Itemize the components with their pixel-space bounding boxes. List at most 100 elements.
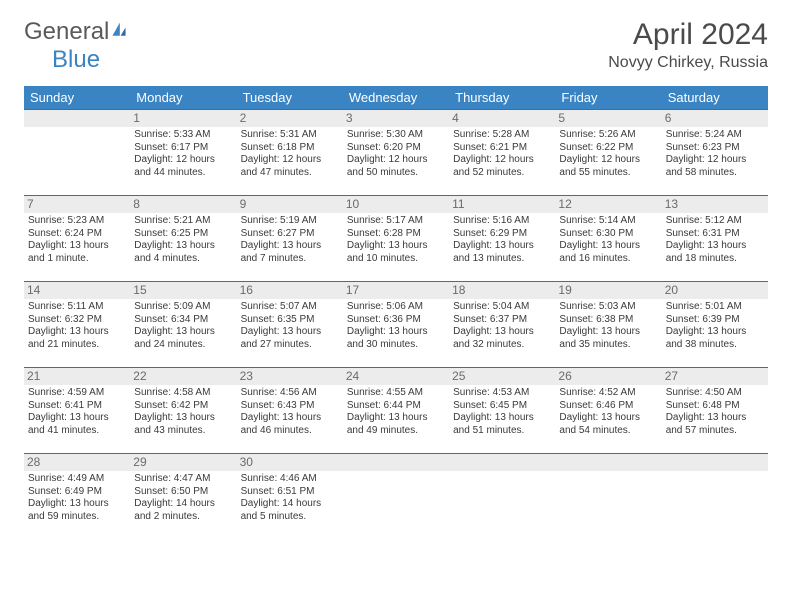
day-number: 14: [24, 282, 130, 299]
day-info: Sunrise: 4:52 AMSunset: 6:46 PMDaylight:…: [559, 387, 657, 437]
day-info-line: Daylight: 13 hours: [559, 412, 657, 425]
day-info-line: Sunrise: 4:49 AM: [28, 473, 126, 486]
day-info-line: Sunrise: 4:56 AM: [241, 387, 339, 400]
day-info: Sunrise: 5:09 AMSunset: 6:34 PMDaylight:…: [134, 301, 232, 351]
day-info-line: Sunrise: 5:11 AM: [28, 301, 126, 314]
calendar-day-cell: 25Sunrise: 4:53 AMSunset: 6:45 PMDayligh…: [449, 368, 555, 454]
day-info: Sunrise: 5:19 AMSunset: 6:27 PMDaylight:…: [241, 215, 339, 265]
header: GeneralBlue April 2024 Novyy Chirkey, Ru…: [24, 18, 768, 74]
day-number: 15: [130, 282, 236, 299]
day-info-line: Sunset: 6:24 PM: [28, 228, 126, 241]
day-info-line: and 1 minute.: [28, 253, 126, 266]
calendar-header: SundayMondayTuesdayWednesdayThursdayFrid…: [24, 86, 768, 110]
title-block: April 2024 Novyy Chirkey, Russia: [608, 18, 768, 72]
calendar-day-cell: 21 Sunrise: 4:59 AMSunset: 6:41 PMDayligh…: [24, 368, 130, 454]
day-info-line: Sunset: 6:17 PM: [134, 142, 232, 155]
day-info-line: Daylight: 13 hours: [559, 240, 657, 253]
day-info-line: Sunset: 6:32 PM: [28, 314, 126, 327]
day-info: Sunrise: 5:26 AMSunset: 6:22 PMDaylight:…: [559, 129, 657, 179]
day-number: 5: [555, 110, 661, 127]
day-info-line: Daylight: 14 hours: [241, 498, 339, 511]
calendar-day-cell: [449, 454, 555, 540]
calendar-day-cell: 15 Sunrise: 5:09 AMSunset: 6:34 PMDayligh…: [130, 282, 236, 368]
calendar-day-cell: 5 Sunrise: 5:26 AMSunset: 6:22 PMDaylight…: [555, 110, 661, 196]
day-number: 23: [237, 368, 343, 385]
day-info: Sunrise: 4:59 AMSunset: 6:41 PMDaylight:…: [28, 387, 126, 437]
day-number: 17: [343, 282, 449, 299]
calendar-day-cell: 3Sunrise: 5:30 AMSunset: 6:20 PMDaylight…: [343, 110, 449, 196]
day-info-line: Sunrise: 4:50 AM: [666, 387, 764, 400]
day-info-line: and 35 minutes.: [559, 339, 657, 352]
day-info-line: Sunset: 6:20 PM: [347, 142, 445, 155]
day-number: 28: [24, 454, 130, 471]
day-info: Sunrise: 5:04 AMSunset: 6:37 PMDaylight:…: [453, 301, 551, 351]
weekday-header: Friday: [555, 86, 661, 110]
day-info-line: Sunrise: 5:21 AM: [134, 215, 232, 228]
day-info-line: Sunrise: 4:58 AM: [134, 387, 232, 400]
weekday-header: Monday: [130, 86, 236, 110]
day-info-line: Daylight: 13 hours: [241, 240, 339, 253]
day-info-line: Daylight: 12 hours: [453, 154, 551, 167]
day-info-line: and 38 minutes.: [666, 339, 764, 352]
calendar-day-cell: 4Sunrise: 5:28 AMSunset: 6:21 PMDaylight…: [449, 110, 555, 196]
day-info-line: Sunset: 6:21 PM: [453, 142, 551, 155]
day-number: 27: [662, 368, 768, 385]
calendar-week-row: 14 Sunrise: 5:11 AMSunset: 6:32 PM Dayligh…: [24, 282, 768, 368]
day-info: Sunrise: 5:28 AMSunset: 6:21 PMDaylight:…: [453, 129, 551, 179]
day-info-line: Daylight: 13 hours: [28, 240, 126, 253]
day-info-line: Daylight: 13 hours: [28, 412, 126, 425]
day-info-line: Sunrise: 5:01 AM: [666, 301, 764, 314]
day-info-line: Daylight: 13 hours: [241, 412, 339, 425]
day-info: Sunrise: 5:16 AMSunset: 6:29 PMDaylight:…: [453, 215, 551, 265]
day-info-line: and 30 minutes.: [347, 339, 445, 352]
day-info: Sunrise: 5:30 AMSunset: 6:20 PMDaylight:…: [347, 129, 445, 179]
day-number: 21: [24, 368, 130, 385]
day-number: 19: [555, 282, 661, 299]
day-info-line: Sunset: 6:34 PM: [134, 314, 232, 327]
page-title: April 2024: [608, 18, 768, 52]
day-number-empty: [24, 110, 130, 127]
day-info-line: Sunrise: 5:26 AM: [559, 129, 657, 142]
calendar-day-cell: 23 Sunrise: 4:56 AMSunset: 6:43 PMDayligh…: [237, 368, 343, 454]
day-info-line: Sunset: 6:49 PM: [28, 486, 126, 499]
day-info-line: and 44 minutes.: [134, 167, 232, 180]
day-info-line: Sunrise: 5:33 AM: [134, 129, 232, 142]
day-info: Sunrise: 4:55 AMSunset: 6:44 PMDaylight:…: [347, 387, 445, 437]
sail-icon: [109, 18, 129, 46]
day-info-line: Sunrise: 5:17 AM: [347, 215, 445, 228]
day-info-line: Sunrise: 5:23 AM: [28, 215, 126, 228]
day-info-line: Daylight: 13 hours: [453, 412, 551, 425]
day-info: Sunrise: 4:47 AMSunset: 6:50 PMDaylight:…: [134, 473, 232, 523]
day-info-line: Sunset: 6:51 PM: [241, 486, 339, 499]
day-info-line: and 46 minutes.: [241, 425, 339, 438]
day-number: 9: [237, 196, 343, 213]
day-number-empty: [555, 454, 661, 471]
day-info: Sunrise: 5:07 AMSunset: 6:35 PMDaylight:…: [241, 301, 339, 351]
day-info: Sunrise: 4:56 AMSunset: 6:43 PMDaylight:…: [241, 387, 339, 437]
day-number: 20: [662, 282, 768, 299]
day-number: 10: [343, 196, 449, 213]
day-info-line: Daylight: 13 hours: [347, 412, 445, 425]
calendar-day-cell: 22Sunrise: 4:58 AMSunset: 6:42 PMDayligh…: [130, 368, 236, 454]
day-info-line: Sunrise: 5:28 AM: [453, 129, 551, 142]
calendar-day-cell: [343, 454, 449, 540]
day-info-line: Sunrise: 5:31 AM: [241, 129, 339, 142]
day-number: 7: [24, 196, 130, 213]
day-info-line: Sunset: 6:31 PM: [666, 228, 764, 241]
day-info-line: Sunset: 6:29 PM: [453, 228, 551, 241]
day-info-line: Daylight: 13 hours: [134, 240, 232, 253]
day-info-line: Sunset: 6:37 PM: [453, 314, 551, 327]
day-info-line: Sunset: 6:38 PM: [559, 314, 657, 327]
day-info-line: Daylight: 14 hours: [134, 498, 232, 511]
day-info-line: Daylight: 13 hours: [666, 412, 764, 425]
day-info-line: Sunset: 6:43 PM: [241, 400, 339, 413]
day-info-line: and 7 minutes.: [241, 253, 339, 266]
calendar-day-cell: 17Sunrise: 5:06 AMSunset: 6:36 PMDayligh…: [343, 282, 449, 368]
day-info-line: Sunrise: 5:07 AM: [241, 301, 339, 314]
day-info-line: Daylight: 13 hours: [559, 326, 657, 339]
calendar-week-row: 7Sunrise: 5:23 AMSunset: 6:24 PMDaylight…: [24, 196, 768, 282]
calendar-day-cell: 26Sunrise: 4:52 AMSunset: 6:46 PMDayligh…: [555, 368, 661, 454]
day-number: 29: [130, 454, 236, 471]
day-info-line: Daylight: 13 hours: [666, 240, 764, 253]
day-info-line: Daylight: 12 hours: [559, 154, 657, 167]
